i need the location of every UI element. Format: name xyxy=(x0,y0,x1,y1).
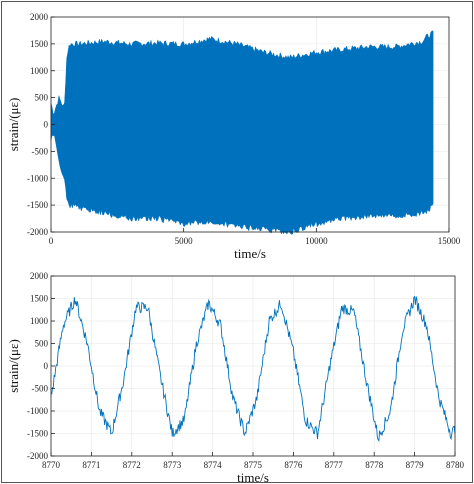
y-tick-label: -1000 xyxy=(27,173,48,183)
y-tick-label: 1500 xyxy=(30,294,49,304)
chart-overall-strain: 0 5000 10000 15000 -2000 -1500 -1000 -500 0 500 10… xyxy=(6,12,461,261)
y-tick-label: 0 xyxy=(44,120,49,130)
y-tick-label: 0 xyxy=(44,361,49,371)
x-tick-label: 8778 xyxy=(365,460,384,470)
y-tick-label: -1000 xyxy=(27,406,48,416)
y-tick-label: 500 xyxy=(35,339,49,349)
x-tick-label: 8776 xyxy=(284,460,303,470)
x-tick-label: 8780 xyxy=(446,460,465,470)
x-axis-label: time/s xyxy=(234,246,266,261)
series-strain-line xyxy=(50,295,456,442)
y-tick-label: -2000 xyxy=(27,227,48,237)
y-axis-label: strain/(με) xyxy=(6,339,21,393)
x-tick-label: 8773 xyxy=(163,460,182,470)
y-tick-label: 2000 xyxy=(30,12,49,22)
x-tick-label: 5000 xyxy=(175,236,194,246)
y-tick-label: 1000 xyxy=(30,66,49,76)
y-tick-label: 2000 xyxy=(30,271,49,281)
x-tick-label: 0 xyxy=(49,236,54,246)
x-tick-label: 15000 xyxy=(438,236,461,246)
x-tick-label: 8777 xyxy=(325,460,344,470)
y-tick-label: 1000 xyxy=(30,316,49,326)
y-tick-label: 500 xyxy=(35,93,49,103)
x-tick-label: 8779 xyxy=(406,460,425,470)
series-strain-envelope xyxy=(50,30,434,235)
y-tick-label: -2000 xyxy=(27,451,48,461)
y-tick-label: -1500 xyxy=(27,200,48,210)
y-tick-label: -500 xyxy=(32,146,49,156)
x-tick-label: 8775 xyxy=(244,460,263,470)
x-axis-label: time/s xyxy=(237,470,269,482)
y-tick-label: -500 xyxy=(32,384,49,394)
chart-zoomed-strain: 8770 8771 8772 8773 8774 8775 8776 8777 8778 8779… xyxy=(6,271,465,482)
x-tick-label: 10000 xyxy=(305,236,328,246)
y-tick-label: -1500 xyxy=(27,429,48,439)
x-tick-label: 8772 xyxy=(123,460,141,470)
y-tick-label: 1500 xyxy=(30,39,49,49)
x-tick-label: 8774 xyxy=(204,460,223,470)
x-tick-label: 8770 xyxy=(42,460,61,470)
x-tick-label: 8771 xyxy=(82,460,100,470)
y-axis-label: strain/(με) xyxy=(6,98,21,152)
